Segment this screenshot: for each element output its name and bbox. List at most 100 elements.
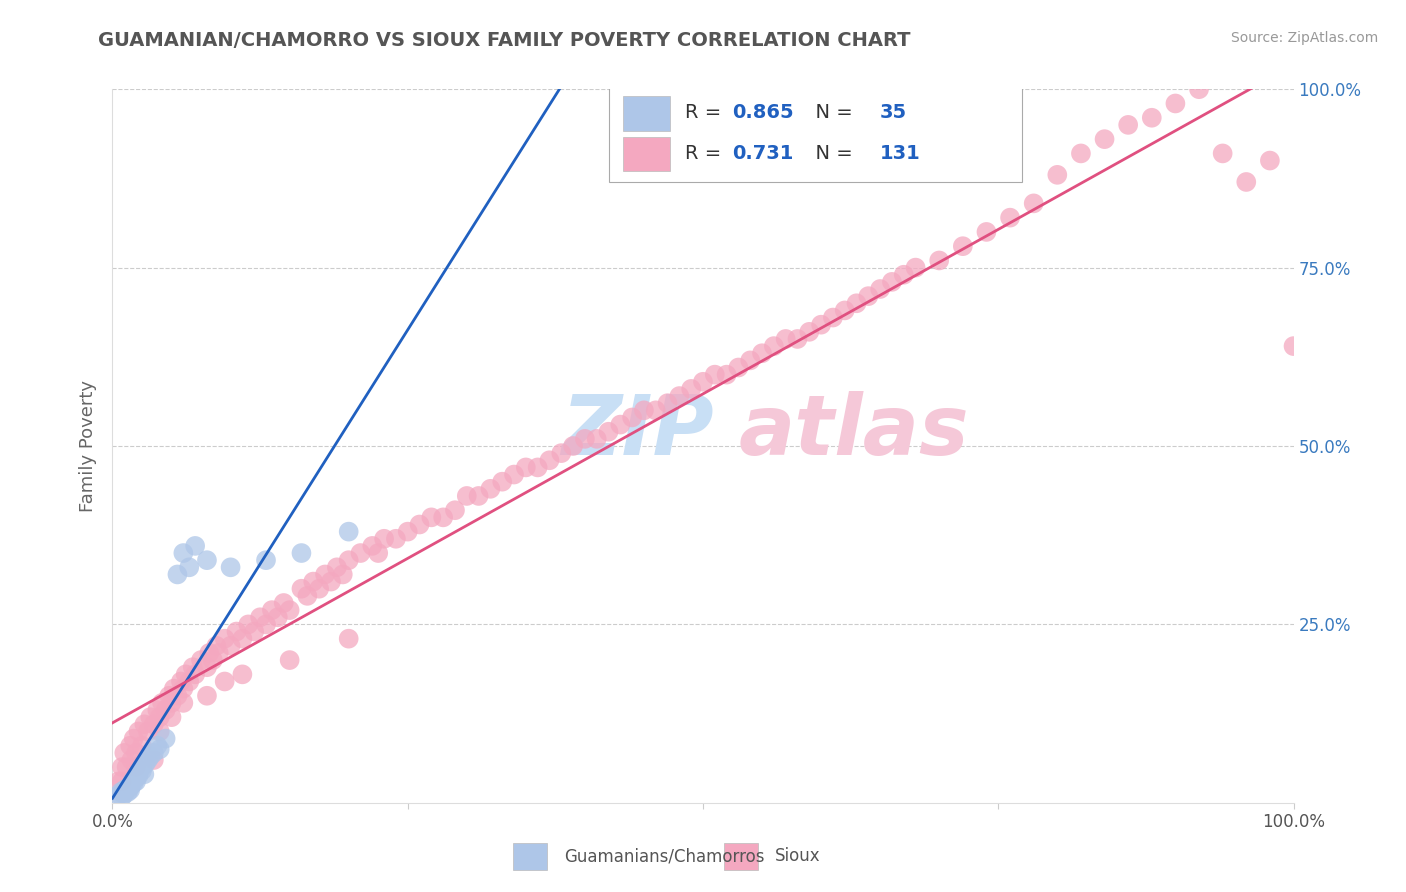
Point bbox=[219, 639, 242, 653]
Point bbox=[491, 475, 513, 489]
Text: ZIP: ZIP bbox=[561, 392, 714, 472]
Point bbox=[115, 760, 138, 774]
Point bbox=[1234, 175, 1257, 189]
Point bbox=[349, 546, 371, 560]
Point bbox=[302, 574, 325, 589]
Point bbox=[157, 689, 180, 703]
Point bbox=[179, 674, 201, 689]
Point bbox=[172, 546, 194, 560]
Point bbox=[278, 603, 301, 617]
Point bbox=[107, 774, 129, 789]
Point bbox=[163, 681, 186, 696]
Point bbox=[111, 760, 134, 774]
Point bbox=[332, 567, 354, 582]
Point bbox=[160, 710, 183, 724]
Point bbox=[775, 332, 797, 346]
Point bbox=[136, 724, 159, 739]
Point bbox=[538, 453, 561, 467]
Point bbox=[515, 460, 537, 475]
Point bbox=[198, 646, 221, 660]
Point bbox=[716, 368, 738, 382]
FancyBboxPatch shape bbox=[623, 96, 669, 130]
Point bbox=[314, 567, 336, 582]
Text: R =: R = bbox=[685, 144, 728, 163]
Point bbox=[125, 774, 148, 789]
Point bbox=[214, 674, 236, 689]
Point bbox=[107, 789, 129, 803]
Point bbox=[319, 574, 342, 589]
Point bbox=[1022, 196, 1045, 211]
Point bbox=[149, 724, 172, 739]
Text: Guamanians/Chamorros: Guamanians/Chamorros bbox=[564, 847, 765, 865]
Point bbox=[112, 746, 135, 760]
Point bbox=[585, 432, 607, 446]
Point bbox=[208, 646, 231, 660]
Point bbox=[260, 603, 283, 617]
Point bbox=[1046, 168, 1069, 182]
Text: 0.731: 0.731 bbox=[733, 144, 794, 163]
FancyBboxPatch shape bbox=[623, 137, 669, 171]
Point bbox=[112, 783, 135, 797]
Point bbox=[308, 582, 330, 596]
Point bbox=[432, 510, 454, 524]
Point bbox=[219, 560, 242, 574]
Point bbox=[238, 617, 260, 632]
Text: R =: R = bbox=[685, 103, 728, 122]
Point bbox=[420, 510, 443, 524]
Point bbox=[810, 318, 832, 332]
Point bbox=[326, 560, 349, 574]
Point bbox=[142, 753, 165, 767]
Text: Sioux: Sioux bbox=[775, 847, 820, 865]
Point bbox=[131, 760, 153, 774]
Point bbox=[134, 767, 156, 781]
Point bbox=[633, 403, 655, 417]
Point bbox=[125, 746, 148, 760]
Point bbox=[467, 489, 489, 503]
Point bbox=[195, 553, 218, 567]
Point bbox=[195, 660, 218, 674]
Point bbox=[254, 553, 277, 567]
Point bbox=[112, 787, 135, 801]
Point bbox=[172, 696, 194, 710]
Point bbox=[142, 717, 165, 731]
Point bbox=[367, 546, 389, 560]
Point bbox=[621, 410, 644, 425]
Point bbox=[1070, 146, 1092, 161]
Point bbox=[160, 696, 183, 710]
Point bbox=[249, 610, 271, 624]
Point bbox=[166, 567, 188, 582]
Point bbox=[574, 432, 596, 446]
Point bbox=[127, 765, 149, 780]
Point bbox=[869, 282, 891, 296]
Point bbox=[149, 742, 172, 756]
Point bbox=[174, 667, 197, 681]
Point bbox=[201, 653, 224, 667]
Text: 35: 35 bbox=[880, 103, 907, 122]
Point bbox=[115, 781, 138, 796]
Point bbox=[125, 771, 148, 785]
Text: 0.865: 0.865 bbox=[733, 103, 794, 122]
Point bbox=[170, 674, 193, 689]
Point bbox=[385, 532, 408, 546]
Point bbox=[562, 439, 585, 453]
Point bbox=[1258, 153, 1281, 168]
Point bbox=[834, 303, 856, 318]
Point bbox=[479, 482, 502, 496]
Point bbox=[751, 346, 773, 360]
Point bbox=[225, 624, 247, 639]
Point bbox=[1164, 96, 1187, 111]
Point bbox=[762, 339, 785, 353]
Point bbox=[821, 310, 844, 325]
Point bbox=[799, 325, 821, 339]
Point bbox=[692, 375, 714, 389]
Point bbox=[231, 667, 253, 681]
Point bbox=[290, 582, 312, 596]
Text: Source: ZipAtlas.com: Source: ZipAtlas.com bbox=[1230, 31, 1378, 45]
Point bbox=[297, 589, 319, 603]
Point bbox=[880, 275, 903, 289]
Point bbox=[976, 225, 998, 239]
Point bbox=[273, 596, 295, 610]
Point bbox=[337, 632, 360, 646]
Point bbox=[1188, 82, 1211, 96]
Point bbox=[1116, 118, 1139, 132]
